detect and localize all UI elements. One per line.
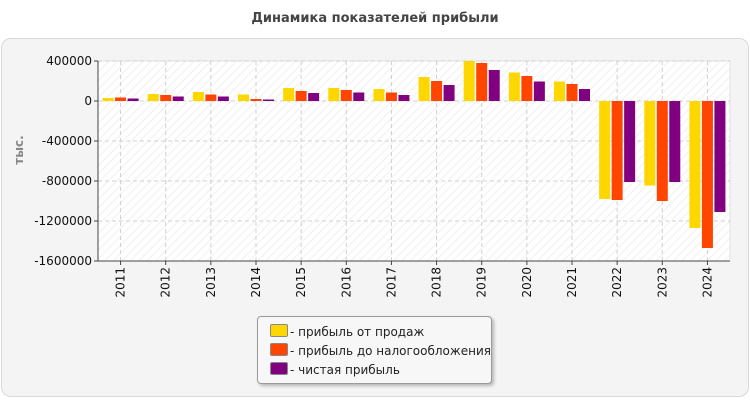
bar-2019-series-2 bbox=[488, 70, 500, 101]
bar-2015-series-1 bbox=[295, 91, 307, 101]
y-axis-label: тыс. bbox=[12, 135, 26, 164]
bar-2023-series-1 bbox=[656, 101, 668, 201]
legend-swatch-pretax-profit bbox=[270, 343, 288, 356]
bar-2023-series-0 bbox=[644, 101, 656, 186]
bar-2024-series-0 bbox=[689, 101, 701, 228]
bar-2014-series-1 bbox=[250, 99, 262, 101]
bar-2021-series-2 bbox=[579, 89, 590, 101]
x-tick-label: 2015 bbox=[294, 267, 308, 298]
bar-2016-series-2 bbox=[353, 92, 365, 101]
bars bbox=[102, 61, 726, 248]
bar-2012-series-2 bbox=[172, 96, 184, 101]
bar-2013-series-1 bbox=[205, 94, 217, 101]
legend-label-sales-profit: - прибыль от продаж bbox=[290, 325, 425, 339]
bar-2013-series-0 bbox=[192, 92, 204, 101]
legend-swatch-net-profit bbox=[270, 362, 288, 375]
plot-area bbox=[97, 60, 731, 262]
bar-2014-series-2 bbox=[263, 99, 274, 101]
bar-2022-series-0 bbox=[599, 101, 611, 199]
bar-2013-series-2 bbox=[217, 96, 229, 101]
x-tick-label: 2020 bbox=[520, 267, 534, 298]
bar-2015-series-0 bbox=[283, 88, 295, 101]
x-tick-label: 2017 bbox=[384, 267, 398, 298]
x-tick-label: 2013 bbox=[204, 267, 218, 298]
y-tick-label: -400000 bbox=[42, 134, 92, 148]
x-tick-label: 2019 bbox=[475, 267, 489, 298]
bar-2021-series-1 bbox=[566, 84, 578, 101]
axes bbox=[94, 60, 730, 265]
bar-2018-series-2 bbox=[443, 85, 455, 101]
bar-2020-series-2 bbox=[533, 81, 545, 101]
bar-2018-series-0 bbox=[418, 77, 430, 101]
x-tick-label: 2016 bbox=[339, 267, 353, 298]
legend-item-sales-profit: - прибыль от продаж bbox=[270, 324, 424, 340]
bar-2021-series-0 bbox=[554, 81, 565, 101]
y-tick-label: 400000 bbox=[46, 54, 92, 68]
x-tick-label: 2018 bbox=[430, 267, 444, 298]
legend-label-pretax-profit: - прибыль до налогообложения bbox=[290, 344, 491, 358]
chart-title: Динамика показателей прибыли bbox=[251, 11, 499, 26]
bar-2011-series-2 bbox=[127, 98, 139, 101]
bar-2011-series-1 bbox=[115, 97, 127, 101]
bar-2017-series-2 bbox=[398, 95, 410, 101]
x-tick-labels: 2011 2012 2013 2014 2015 2016 2017 2018 2019 2020… bbox=[114, 267, 715, 298]
x-tick-label: 2021 bbox=[565, 267, 579, 298]
legend: - прибыль от продаж - прибыль до налогоо… bbox=[257, 316, 492, 384]
bar-2017-series-0 bbox=[373, 89, 385, 101]
legend-label-net-profit: - чистая прибыль bbox=[290, 363, 400, 377]
y-tick-label: -1600000 bbox=[34, 254, 92, 268]
bar-2015-series-2 bbox=[308, 93, 320, 101]
bar-2012-series-1 bbox=[160, 95, 172, 101]
x-tick-label: 2014 bbox=[249, 267, 263, 298]
y-tick-label: -1200000 bbox=[34, 214, 92, 228]
bar-2016-series-1 bbox=[340, 90, 352, 101]
legend-item-pretax-profit: - прибыль до налогообложения bbox=[270, 343, 491, 359]
x-tick-label: 2022 bbox=[610, 267, 624, 298]
bar-2012-series-0 bbox=[147, 94, 159, 101]
bar-2023-series-2 bbox=[669, 101, 681, 182]
x-tick-label: 2012 bbox=[159, 267, 173, 298]
bar-2019-series-1 bbox=[476, 63, 488, 101]
bar-2019-series-0 bbox=[463, 61, 475, 101]
legend-item-net-profit: - чистая прибыль bbox=[270, 362, 400, 378]
legend-swatch-sales-profit bbox=[270, 324, 288, 337]
bar-2011-series-0 bbox=[102, 98, 114, 101]
bar-2024-series-2 bbox=[714, 101, 726, 212]
bar-2017-series-1 bbox=[385, 92, 397, 101]
bar-2022-series-2 bbox=[624, 101, 636, 182]
y-tick-labels: 400000 0 -400000 -800000 -1200000 -1600000 bbox=[34, 54, 92, 268]
bar-2016-series-0 bbox=[328, 88, 340, 101]
x-tick-label: 2024 bbox=[700, 267, 714, 298]
bar-2014-series-0 bbox=[238, 94, 249, 101]
bar-2020-series-0 bbox=[508, 72, 520, 101]
bar-2020-series-1 bbox=[521, 76, 533, 101]
x-tick-label: 2023 bbox=[655, 267, 669, 298]
x-tick-label: 2011 bbox=[114, 267, 128, 298]
y-tick-label: 0 bbox=[84, 94, 92, 108]
bar-2024-series-1 bbox=[701, 101, 713, 248]
bar-2018-series-1 bbox=[431, 81, 443, 101]
bar-2022-series-1 bbox=[611, 101, 623, 200]
y-tick-label: -800000 bbox=[42, 174, 92, 188]
